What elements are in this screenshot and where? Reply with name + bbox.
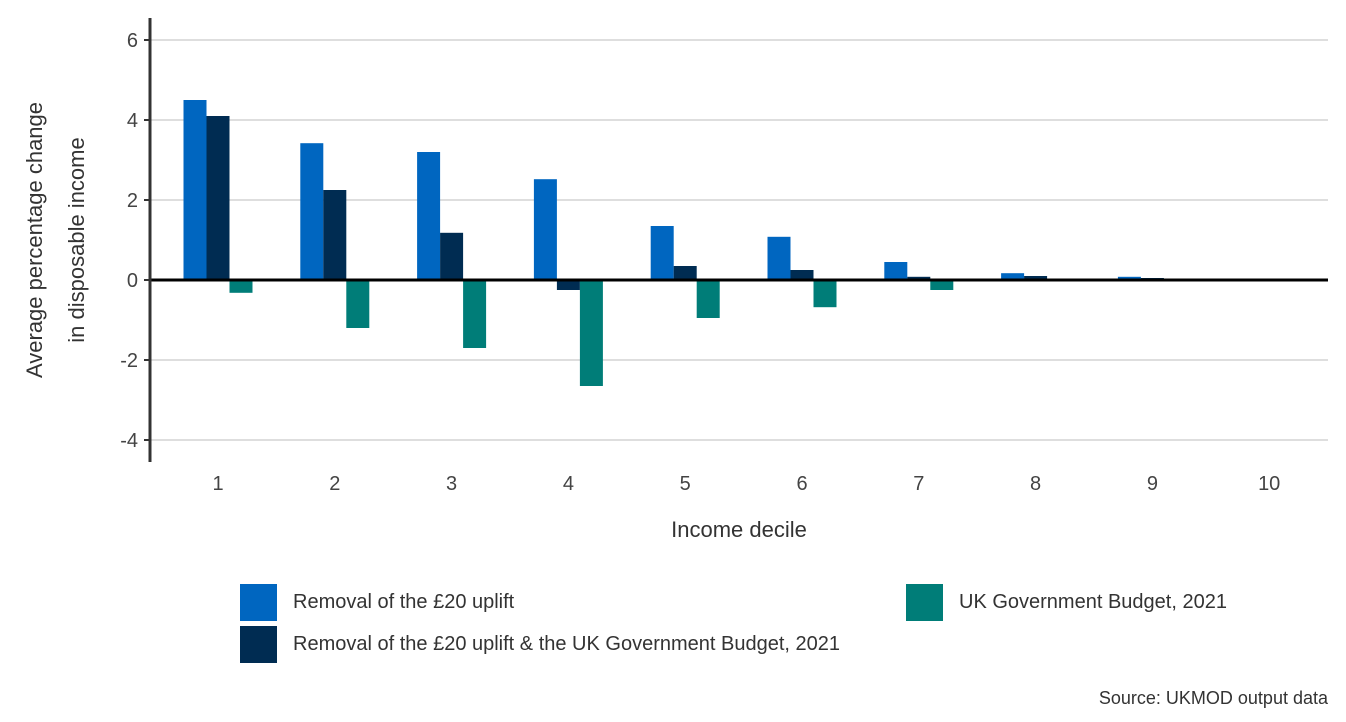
source-note: Source: UKMOD output data xyxy=(1098,688,1328,708)
bar-series3-decile-4 xyxy=(579,280,603,386)
bar-series2-decile-3 xyxy=(440,232,464,280)
bar-series3-decile-5 xyxy=(696,280,720,318)
bar-series3-decile-1 xyxy=(229,280,253,293)
legend-item-removal-and-budget: Removal of the £20 uplift & the UK Gover… xyxy=(240,626,840,663)
bar-series2-decile-8 xyxy=(1024,276,1048,280)
bar-series1-decile-1 xyxy=(183,100,207,280)
bar-series2-decile-6 xyxy=(790,270,814,280)
legend-label-removal-uplift: Removal of the £20 uplift xyxy=(293,591,515,613)
bar-series1-decile-7 xyxy=(884,262,908,280)
y-tick-label: 2 xyxy=(127,190,138,212)
x-tick-label: 9 xyxy=(1147,473,1158,495)
chart: 6 4 2 0 -2 -4 1 2 3 4 5 6 7 8 9 10 Income decile Average … xyxy=(22,18,1328,542)
bar-series1-decile-8 xyxy=(1001,273,1025,280)
bar-series1-decile-5 xyxy=(650,226,674,280)
legend-label-removal-and-budget: Removal of the £20 uplift & the UK Gover… xyxy=(293,633,840,655)
bar-series3-decile-3 xyxy=(463,280,487,348)
x-tick-label: 8 xyxy=(1030,473,1041,495)
x-tick-label: 7 xyxy=(913,473,924,495)
x-tick-label: 2 xyxy=(329,473,340,495)
x-tick-label: 10 xyxy=(1258,473,1280,495)
legend-label-budget: UK Government Budget, 2021 xyxy=(959,591,1227,613)
bar-series2-decile-2 xyxy=(323,190,347,280)
y-axis-title-line: in disposable income xyxy=(64,137,89,342)
y-axis-title: Average percentage change in disposable i… xyxy=(22,102,89,378)
bar-series2-decile-7 xyxy=(907,276,931,280)
bar-series1-decile-2 xyxy=(300,143,324,280)
bar-series3-decile-6 xyxy=(813,280,837,308)
bar-series2-decile-4 xyxy=(556,280,580,290)
y-axis-title-line: Average percentage change xyxy=(22,102,47,378)
legend-item-budget: UK Government Budget, 2021 xyxy=(906,584,1227,621)
x-tick-label: 6 xyxy=(796,473,807,495)
legend-item-removal-uplift: Removal of the £20 uplift xyxy=(240,584,514,621)
legend-swatch-removal-uplift xyxy=(240,584,277,621)
y-tick-label: 4 xyxy=(127,110,138,132)
x-tick-label: 5 xyxy=(680,473,691,495)
bar-series2-decile-5 xyxy=(673,266,697,280)
y-tick-label: 0 xyxy=(127,270,138,292)
y-tick-label: -4 xyxy=(120,430,138,452)
bar-series1-decile-3 xyxy=(417,152,441,280)
x-tick-label: 4 xyxy=(563,473,574,495)
bar-series2-decile-1 xyxy=(206,116,230,280)
legend-swatch-budget xyxy=(906,584,943,621)
bar-series1-decile-9 xyxy=(1117,276,1141,280)
bar-series1-decile-4 xyxy=(533,179,557,280)
bar-series3-decile-2 xyxy=(346,280,370,328)
bar-series1-decile-6 xyxy=(767,236,791,280)
x-axis-title: Income decile xyxy=(671,517,807,542)
y-tick-label: -2 xyxy=(120,350,138,372)
legend-swatch-removal-and-budget xyxy=(240,626,277,663)
bar-series3-decile-7 xyxy=(930,280,954,290)
y-tick-label: 6 xyxy=(127,30,138,52)
x-tick-label: 3 xyxy=(446,473,457,495)
x-tick-label: 1 xyxy=(212,473,223,495)
